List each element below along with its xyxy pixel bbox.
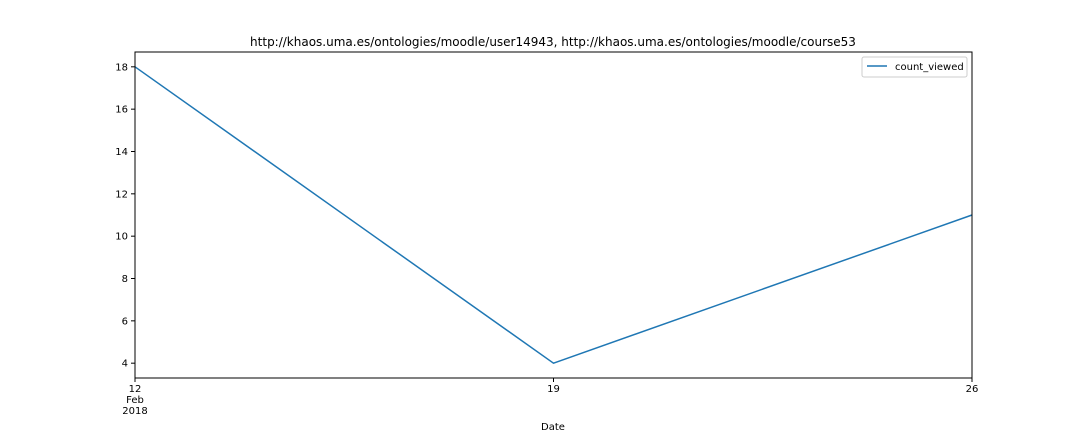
y-tick-label: 6 [122,316,128,327]
y-tick-label: 10 [115,232,128,243]
x-tick-label: 19 [547,384,560,395]
y-tick-label: 14 [115,147,128,158]
y-axis: 4 6 8 10 12 14 16 18 [115,62,135,370]
y-tick-label: 18 [115,62,128,73]
legend-box [861,56,968,78]
y-tick-label: 12 [115,189,128,200]
y-tick-label: 4 [122,359,128,370]
x-axis-label: Date [541,422,565,432]
legend-label-count-viewed: count_viewed [895,62,964,73]
x-tick-label: 12 [129,384,142,395]
legend: count_viewed [861,56,968,78]
x-tick-label: Feb [126,395,144,406]
x-tick-label: 26 [966,384,979,395]
axes-frame [134,51,973,379]
chart-title: http://khaos.uma.es/ontologies/moodle/us… [250,35,856,49]
plot-area [134,66,973,365]
y-tick-label: 8 [122,274,128,285]
series-line-count-viewed [134,66,973,365]
y-tick-label: 16 [115,105,128,116]
x-tick-label: 2018 [122,406,147,417]
